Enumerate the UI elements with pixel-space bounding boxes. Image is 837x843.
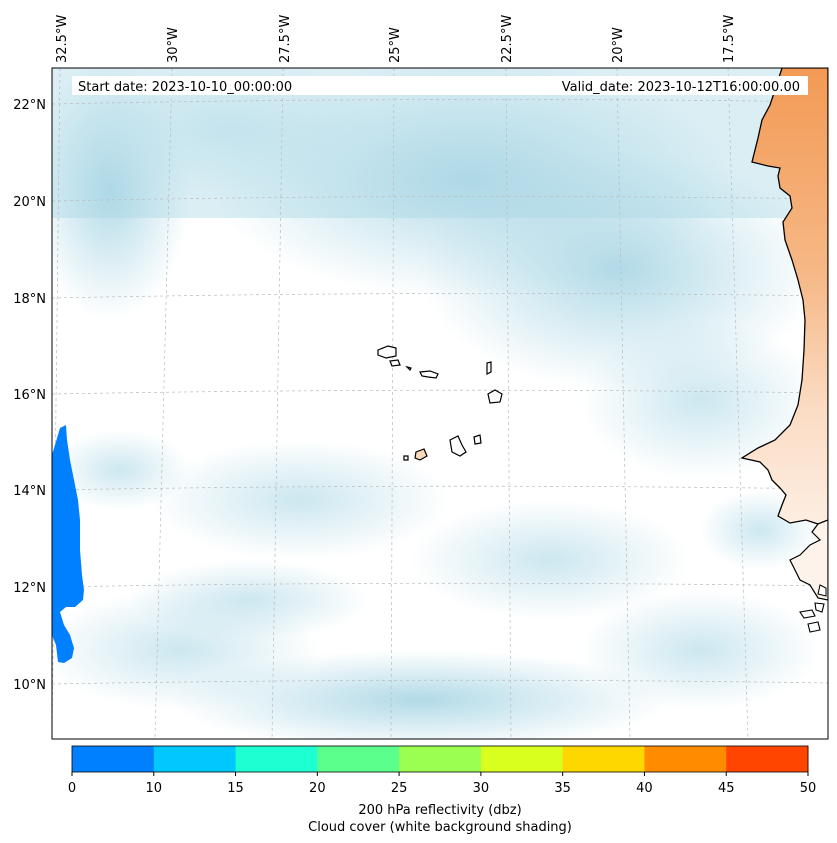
latitude-tick-label: 10°N [13, 678, 46, 693]
boa-vista-island [487, 389, 503, 404]
latitude-tick-label: 22°N [13, 98, 46, 113]
colorbar-segment [72, 746, 155, 772]
colorbar-tick-label: 40 [636, 781, 653, 796]
santiago-island [449, 435, 467, 457]
sao-nicolau-island [419, 370, 439, 379]
colorbar-label-line2: Cloud cover (white background shading) [308, 820, 572, 835]
colorbar-tick-label: 25 [391, 781, 408, 796]
latitude-tick-label: 16°N [13, 388, 46, 403]
colorbar-segment [644, 746, 727, 772]
fogo-island [414, 448, 428, 461]
valid-date-label: Valid_date: 2023-10-12T16:00:00.00 [562, 80, 800, 95]
colorbar-tick-label: 10 [146, 781, 163, 796]
colorbar-tick-label: 45 [718, 781, 735, 796]
santo-antao-island [377, 345, 397, 359]
sal-island [486, 361, 492, 375]
reflectivity-patch [52, 425, 84, 663]
colorbar-frame [71, 745, 809, 773]
santa-luzia-island [405, 365, 412, 372]
brava-island [403, 455, 409, 461]
latitude-tick-label: 12°N [13, 581, 46, 596]
longitude-tick-label: 20°W [611, 27, 626, 63]
date-banner [72, 76, 808, 95]
colorbar-tick-label: 0 [68, 781, 76, 796]
latitude-tick-label: 14°N [13, 484, 46, 499]
map-frame [51, 67, 829, 740]
sao-vicente-island [389, 359, 401, 367]
longitude-ticks: 32.5°W 30°W 27.5°W 25°W 22.5°W 20°W 17.5°W [55, 15, 737, 63]
colorbar-segment [153, 746, 237, 772]
colorbar-tick-label: 15 [227, 781, 244, 796]
latitude-tick-label: 18°N [13, 292, 46, 307]
colorbar-tick-label: 20 [309, 781, 326, 796]
africa-coast-land [740, 68, 828, 525]
colorbar-segment [726, 746, 809, 772]
colorbar-label-line1: 200 hPa reflectivity (dbz) [358, 803, 521, 818]
colorbar-tick-label: 35 [554, 781, 571, 796]
coast-detail [817, 584, 827, 597]
graticule [52, 68, 828, 739]
longitude-tick-label: 17.5°W [722, 15, 737, 63]
colorbar-tick-label: 50 [800, 781, 817, 796]
maio-island [473, 434, 482, 445]
colorbar-segment [317, 746, 400, 772]
start-date-label: Start date: 2023-10-10_00:00:00 [78, 80, 292, 95]
bijagos-islands [799, 602, 825, 633]
longitude-tick-label: 22.5°W [500, 15, 515, 63]
guinea-coast-land [789, 519, 828, 601]
colorbar-segment [562, 746, 645, 772]
longitude-tick-label: 25°W [388, 27, 403, 63]
cape-verde-islands [377, 345, 503, 461]
colorbar: 0 10 15 20 25 30 35 40 45 50 [68, 745, 817, 796]
colorbar-tick-label: 30 [473, 781, 490, 796]
colorbar-segment [480, 746, 564, 772]
colorbar-segment [399, 746, 482, 772]
colorbar-segment [235, 746, 318, 772]
latitude-ticks: 22°N 20°N 18°N 16°N 14°N 12°N 10°N [13, 98, 46, 693]
longitude-tick-label: 30°W [166, 27, 181, 63]
latitude-tick-label: 20°N [13, 195, 46, 210]
longitude-tick-label: 27.5°W [278, 15, 293, 63]
longitude-tick-label: 32.5°W [55, 15, 70, 63]
